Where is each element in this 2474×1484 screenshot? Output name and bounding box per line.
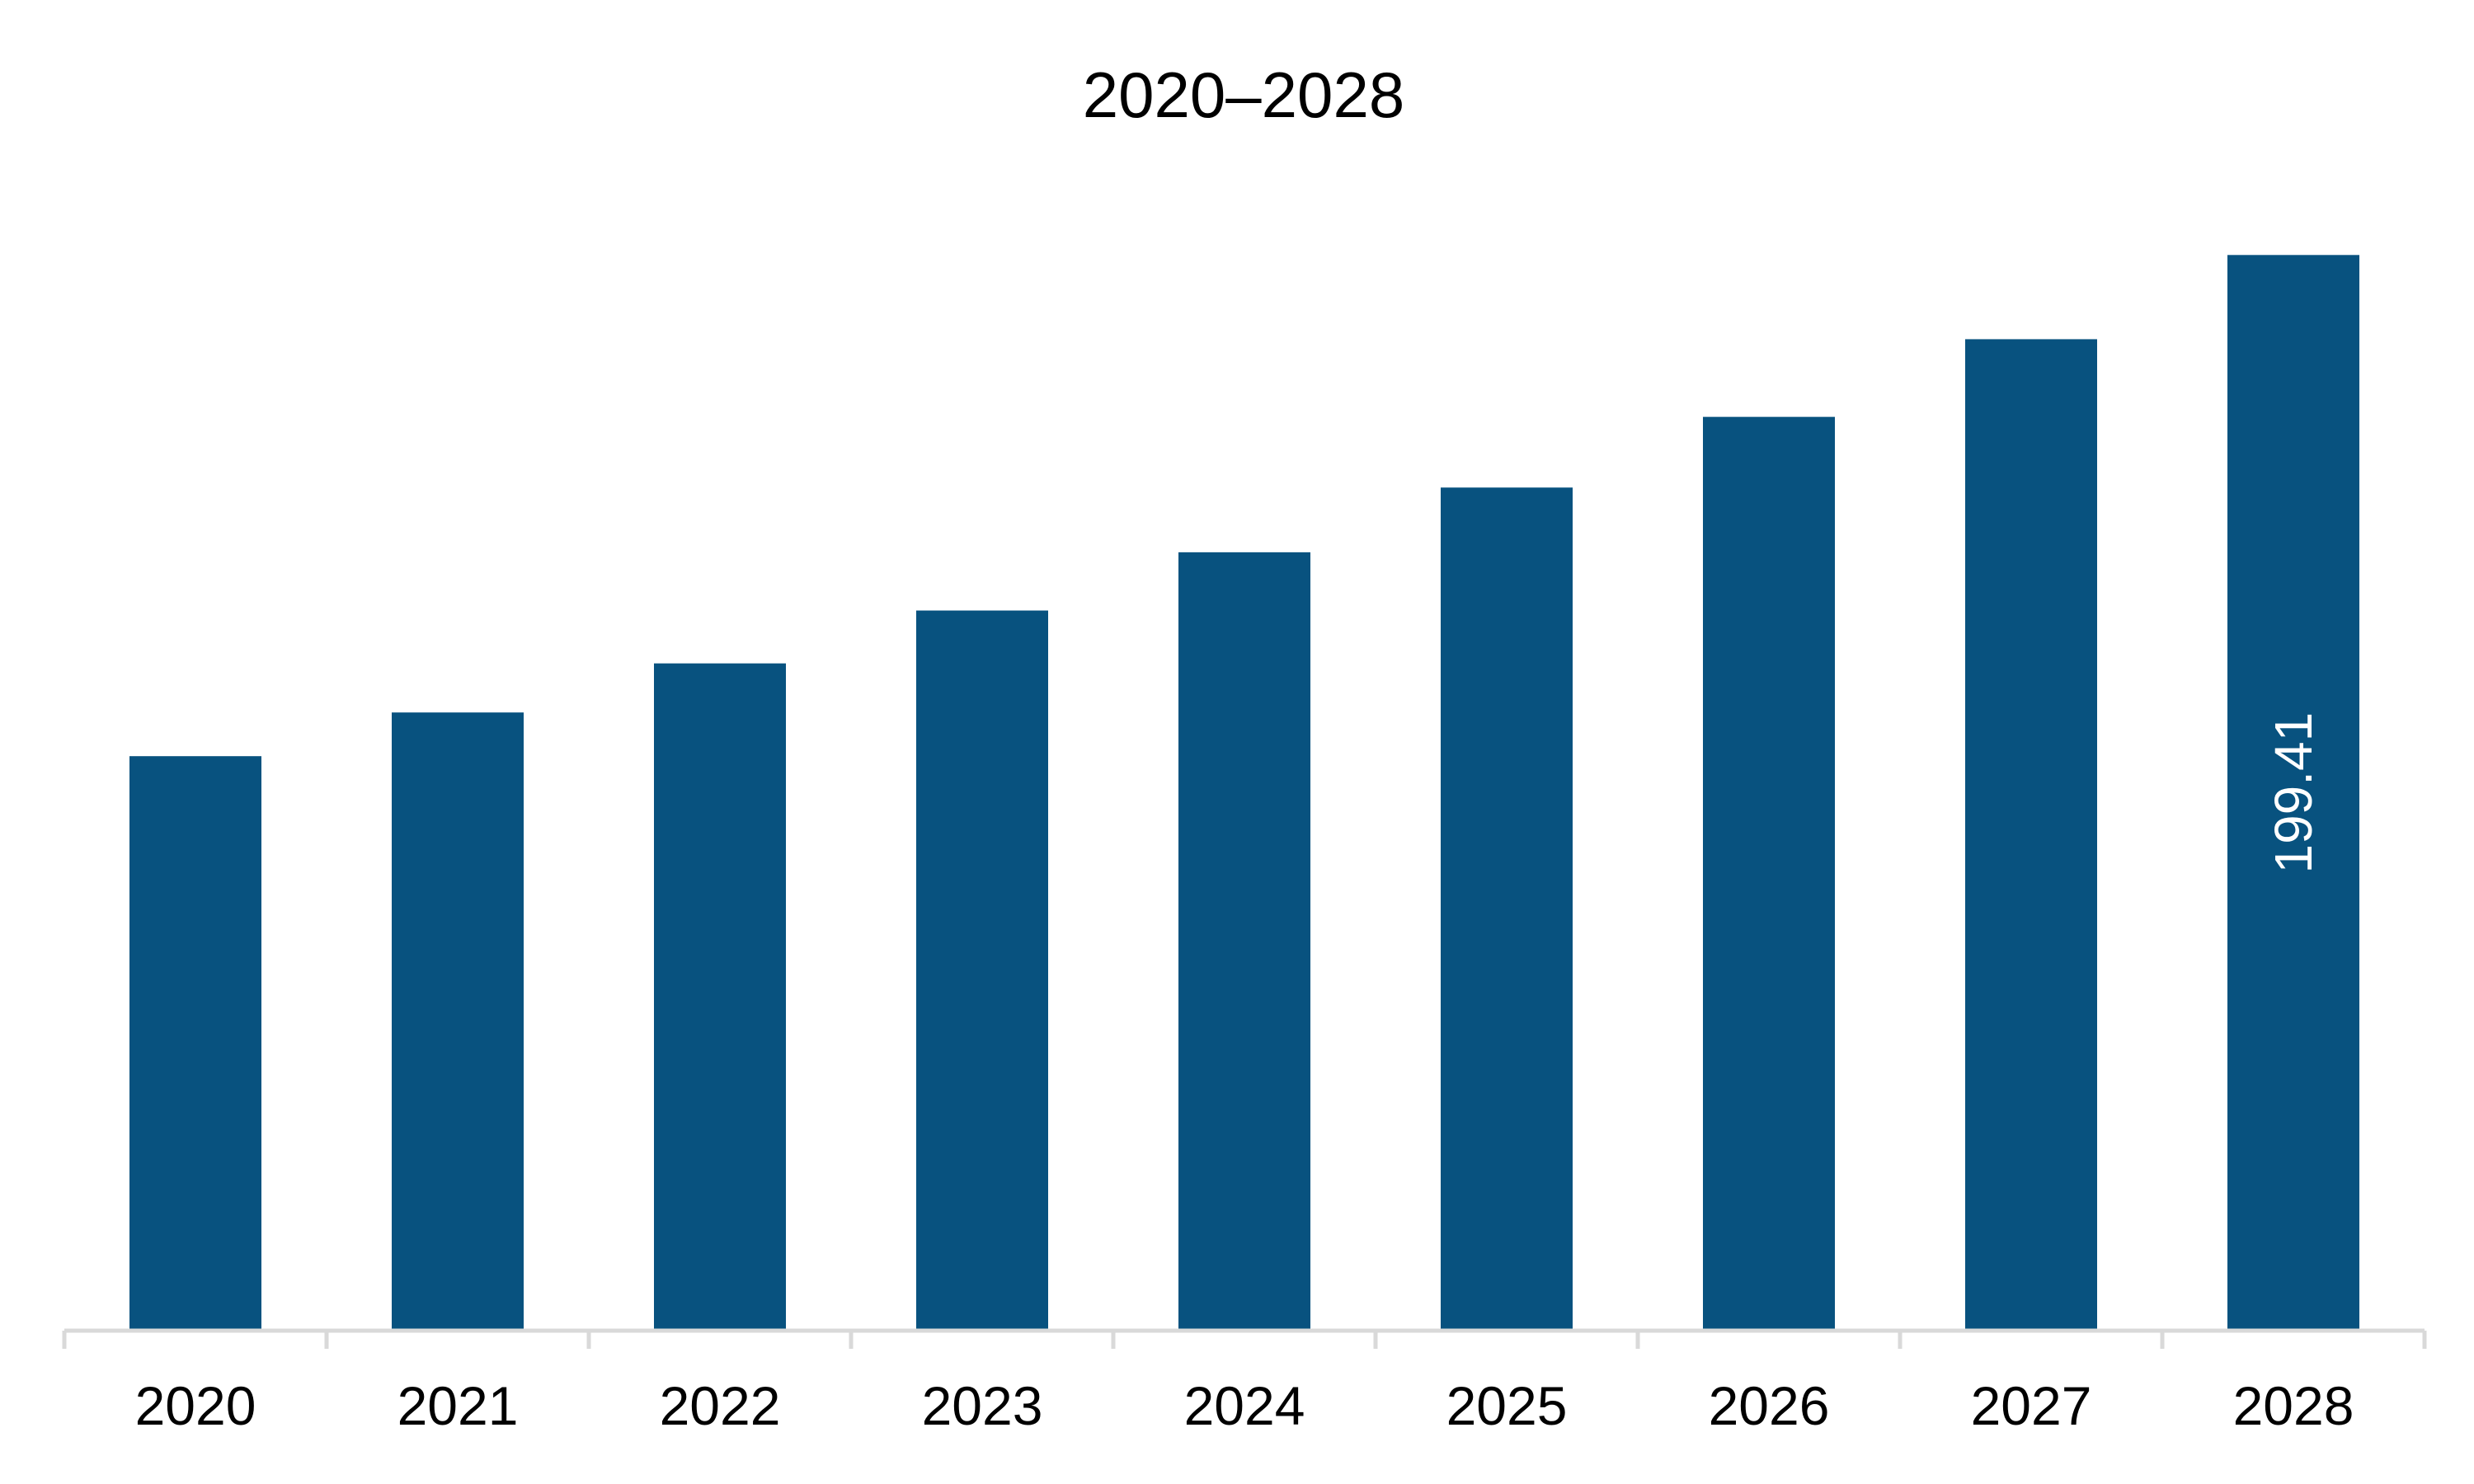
bar-2021 — [392, 712, 524, 1331]
bar-2020 — [129, 756, 261, 1331]
bar-2028 — [2227, 255, 2359, 1331]
x-tick-label-2022: 2022 — [660, 1375, 781, 1436]
chart-title: 2020–2028 — [1083, 59, 1404, 131]
bar-2023 — [916, 610, 1048, 1331]
data-label-2028: 199.41 — [2264, 712, 2323, 874]
x-axis-tick-labels: 2020 2021 2022 2023 2024 2025 2026 2027 2028 — [135, 1375, 2354, 1436]
bar-2026 — [1703, 416, 1835, 1331]
x-tick-label-2021: 2021 — [397, 1375, 519, 1436]
x-tick-label-2024: 2024 — [1184, 1375, 1305, 1436]
x-tick-label-2025: 2025 — [1446, 1375, 1568, 1436]
x-axis — [62, 1328, 2427, 1349]
bar-2024 — [1178, 552, 1310, 1331]
bars-layer — [129, 255, 2359, 1331]
bar-2027 — [1965, 339, 2097, 1331]
bar-2022 — [654, 663, 786, 1331]
x-tick-label-2027: 2027 — [1971, 1375, 2092, 1436]
x-tick-label-2028: 2028 — [2233, 1375, 2354, 1436]
x-tick-label-2026: 2026 — [1709, 1375, 1830, 1436]
x-tick-label-2023: 2023 — [922, 1375, 1043, 1436]
data-labels-layer: 199.41 — [2264, 712, 2323, 874]
bar-2025 — [1441, 487, 1573, 1331]
x-tick-label-2020: 2020 — [135, 1375, 256, 1436]
